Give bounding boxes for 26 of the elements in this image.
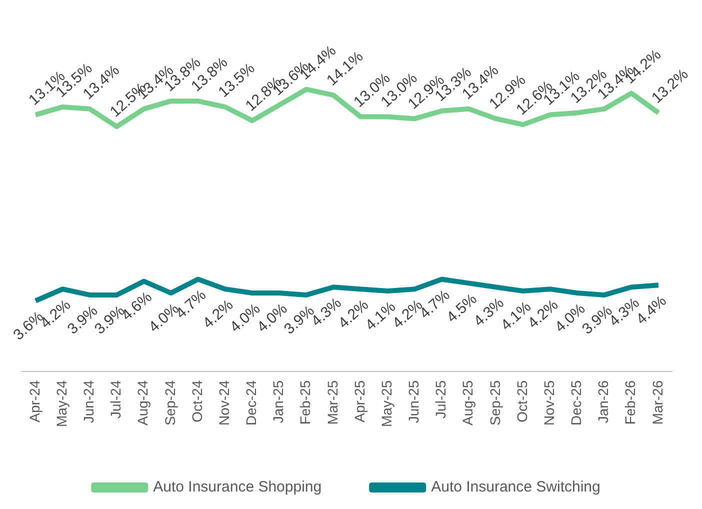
x-tick-label: Dec-25 [568, 380, 584, 426]
x-tick-label: Jun-25 [406, 380, 422, 424]
x-tick-label: Sep-25 [486, 380, 503, 426]
x-tick-label: Apr-24 [26, 380, 42, 422]
x-tick-label: May-25 [378, 380, 394, 428]
x-tick-label: Jun-24 [80, 380, 97, 424]
x-tick-label: Sep-24 [162, 380, 178, 426]
x-tick-label: Mar-25 [324, 380, 340, 425]
x-tick-label: Dec-24 [243, 380, 260, 426]
x-tick-label: Jan-25 [270, 380, 286, 424]
legend-label: Auto Insurance Shopping [153, 478, 322, 496]
x-tick-label: Feb-26 [622, 380, 638, 425]
x-tick-label: Feb-25 [297, 380, 314, 425]
x-tick-label: Apr-25 [351, 380, 368, 422]
x-tick-label: Nov-24 [216, 380, 232, 426]
x-tick-label: Jan-26 [595, 380, 612, 424]
x-tick-label: Mar-26 [649, 380, 666, 425]
x-tick-label: Oct-24 [188, 380, 205, 422]
legend-label: Auto Insurance Switching [431, 478, 600, 496]
x-tick-label: Aug-24 [134, 380, 151, 426]
x-tick-label: Jul-25 [432, 380, 449, 418]
x-tick-label: Jul-24 [108, 380, 124, 418]
x-tick-label: Aug-25 [460, 380, 476, 426]
x-tick-label: Nov-25 [540, 380, 557, 426]
x-tick-label: Oct-25 [514, 380, 530, 422]
x-tick-label: May-24 [53, 380, 70, 428]
